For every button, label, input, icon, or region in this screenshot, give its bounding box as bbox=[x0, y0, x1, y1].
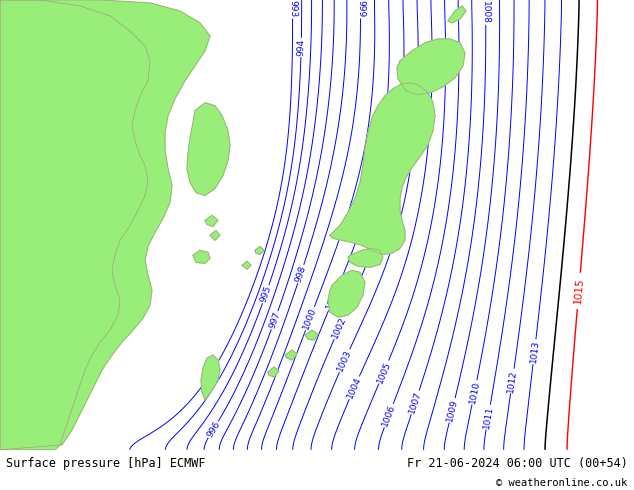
Polygon shape bbox=[0, 0, 150, 450]
Polygon shape bbox=[330, 83, 435, 254]
Text: 998: 998 bbox=[294, 264, 307, 284]
Text: © weatheronline.co.uk: © weatheronline.co.uk bbox=[496, 478, 628, 488]
Text: 1006: 1006 bbox=[380, 403, 397, 428]
Text: 1002: 1002 bbox=[330, 316, 348, 340]
Text: 1001: 1001 bbox=[325, 286, 342, 311]
Text: 1007: 1007 bbox=[407, 390, 423, 415]
Polygon shape bbox=[0, 0, 210, 450]
Polygon shape bbox=[193, 250, 210, 263]
Text: 1000: 1000 bbox=[302, 306, 318, 331]
Polygon shape bbox=[328, 270, 365, 317]
Text: Fr 21-06-2024 06:00 UTC (00+54): Fr 21-06-2024 06:00 UTC (00+54) bbox=[407, 457, 628, 470]
Polygon shape bbox=[255, 246, 264, 254]
Text: 1015: 1015 bbox=[573, 277, 585, 304]
Text: 995: 995 bbox=[259, 285, 273, 304]
Polygon shape bbox=[285, 350, 297, 360]
Polygon shape bbox=[268, 367, 279, 377]
Text: Surface pressure [hPa] ECMWF: Surface pressure [hPa] ECMWF bbox=[6, 457, 206, 470]
Text: 993: 993 bbox=[288, 0, 297, 18]
Polygon shape bbox=[348, 248, 383, 268]
Polygon shape bbox=[305, 330, 318, 340]
Text: 1009: 1009 bbox=[445, 398, 459, 422]
Text: 1008: 1008 bbox=[481, 1, 490, 24]
Text: 1003: 1003 bbox=[336, 348, 353, 373]
Polygon shape bbox=[201, 355, 220, 400]
Polygon shape bbox=[397, 39, 465, 95]
Polygon shape bbox=[242, 261, 251, 270]
Text: 994: 994 bbox=[297, 39, 306, 56]
Text: 999: 999 bbox=[356, 0, 365, 18]
Text: 1004: 1004 bbox=[346, 375, 363, 400]
Text: 1011: 1011 bbox=[482, 405, 495, 429]
Text: 996: 996 bbox=[205, 420, 222, 439]
Text: 997: 997 bbox=[268, 311, 282, 330]
Polygon shape bbox=[187, 103, 230, 196]
Text: 1012: 1012 bbox=[507, 369, 519, 393]
Text: 1010: 1010 bbox=[468, 380, 481, 404]
Polygon shape bbox=[448, 6, 466, 23]
Polygon shape bbox=[205, 216, 218, 226]
Polygon shape bbox=[210, 230, 220, 241]
Text: 1013: 1013 bbox=[529, 340, 540, 364]
Text: 1005: 1005 bbox=[375, 360, 392, 384]
